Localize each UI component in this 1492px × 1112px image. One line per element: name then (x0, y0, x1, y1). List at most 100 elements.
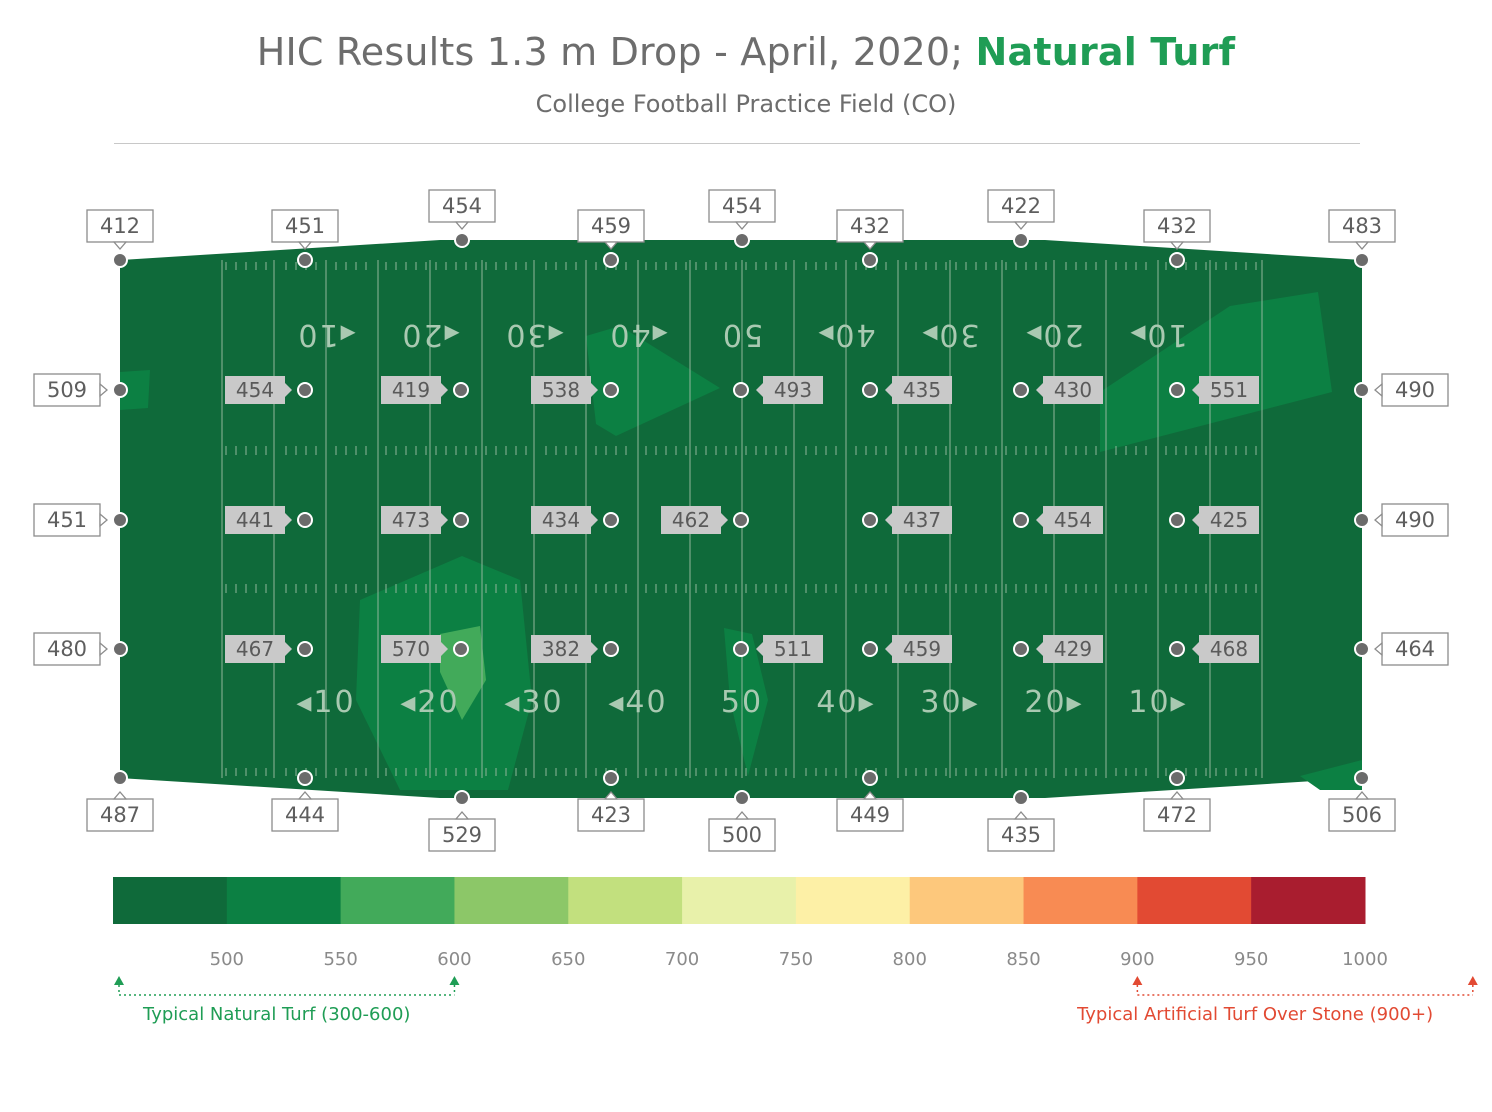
yard-number: ◂40 (608, 685, 667, 720)
measurement-point (603, 641, 619, 657)
value-label-box (661, 506, 721, 534)
chart-subtitle: College Football Practice Field (CO) (535, 90, 957, 118)
value-label: 451 (285, 214, 325, 238)
value-label: 430 (1054, 378, 1092, 402)
value-label-pointer (591, 383, 598, 397)
scale-segment (1137, 877, 1252, 924)
value-label-box (763, 635, 823, 663)
scale-segment (795, 877, 911, 924)
chart-title: HIC Results 1.3 m Drop - April, 2020; Na… (0, 30, 1492, 74)
measurement-point (862, 512, 878, 528)
measurement-point (454, 232, 470, 248)
value-label-box (987, 189, 1055, 223)
measurement-point (1354, 641, 1370, 657)
yard-number-group: ◂20 (400, 317, 459, 352)
scale-tick-label: 1000 (1342, 949, 1388, 970)
measurement-point (453, 382, 469, 398)
yard-number: ◂10 (296, 317, 355, 352)
value-label: 490 (1395, 378, 1435, 402)
heat-zone (120, 370, 150, 410)
yard-number-group: ◂10 (296, 317, 355, 352)
yard-number: 30▸ (920, 317, 979, 352)
measurement-point (733, 382, 749, 398)
value-label-box (225, 635, 285, 663)
value-label-box (531, 635, 591, 663)
yard-number: ◂30 (504, 317, 563, 352)
value-label-box (1328, 209, 1396, 243)
value-label-box (836, 209, 904, 243)
measurement-point (1354, 252, 1370, 268)
heat-zone (1300, 760, 1362, 790)
measurement-point (454, 790, 470, 806)
value-label-box (531, 376, 591, 404)
value-label-box (225, 376, 285, 404)
range-arrow (449, 976, 460, 985)
measurement-point (1013, 512, 1029, 528)
value-label-pointer (99, 512, 108, 528)
scale-segment (340, 877, 455, 924)
value-label-pointer (1192, 642, 1199, 656)
scale-segment (1023, 877, 1138, 924)
yard-number: 40▸ (816, 685, 875, 720)
yard-number: 10▸ (1128, 685, 1187, 720)
measurement-point (297, 641, 313, 657)
value-label-box (86, 798, 154, 832)
value-label: 500 (722, 823, 762, 847)
measurement-point (112, 382, 128, 398)
value-label: 570 (392, 637, 430, 661)
value-label: 473 (392, 508, 430, 532)
value-label-pointer (1192, 383, 1199, 397)
measurement-point (734, 790, 750, 806)
value-label-pointer (1036, 383, 1043, 397)
value-label-box (577, 209, 645, 243)
measurement-point (1013, 790, 1029, 806)
value-label-box (225, 506, 285, 534)
value-label-pointer (603, 791, 619, 800)
scale-segment (454, 877, 569, 924)
value-label-pointer (1374, 512, 1383, 528)
value-label-box (381, 376, 441, 404)
value-label-pointer (756, 642, 763, 656)
value-label: 480 (47, 637, 87, 661)
measurement-point (862, 770, 878, 786)
value-label: 454 (722, 194, 762, 218)
yard-number: ◂10 (296, 685, 355, 720)
measurement-point (112, 512, 128, 528)
measurement-point (733, 641, 749, 657)
value-label-box (836, 798, 904, 832)
value-label: 382 (542, 637, 580, 661)
value-label-box (1199, 376, 1259, 404)
value-label-box (381, 506, 441, 534)
value-label-box (577, 798, 645, 832)
value-label-pointer (885, 642, 892, 656)
value-label-pointer (454, 811, 470, 820)
value-label-box (1143, 798, 1211, 832)
value-label-box (381, 635, 441, 663)
measurement-point (1354, 382, 1370, 398)
value-label: 468 (1210, 637, 1248, 661)
value-label-box (708, 818, 776, 852)
value-label: 459 (591, 214, 631, 238)
value-label-box (1328, 798, 1396, 832)
yard-number-group: 10▸ (1128, 317, 1187, 352)
scale-tick-label: 700 (665, 949, 699, 970)
value-label: 422 (1001, 194, 1041, 218)
value-label-box (1381, 632, 1449, 666)
value-label-box (1381, 373, 1449, 407)
yard-number-group: 40▸ (816, 317, 875, 352)
value-label-box (33, 503, 101, 537)
value-label-pointer (99, 382, 108, 398)
value-label-box (271, 209, 339, 243)
value-label-box (1199, 506, 1259, 534)
value-label: 454 (442, 194, 482, 218)
measurement-point (297, 252, 313, 268)
measurement-point (297, 512, 313, 528)
measurement-point (603, 512, 619, 528)
yard-number: ◂40 (608, 317, 667, 352)
value-label-pointer (99, 641, 108, 657)
scale-segment (909, 877, 1025, 924)
yard-number: 20▸ (1024, 317, 1083, 352)
range-arrow (1132, 976, 1143, 985)
value-label-pointer (1374, 382, 1383, 398)
heat-zone (586, 326, 720, 436)
